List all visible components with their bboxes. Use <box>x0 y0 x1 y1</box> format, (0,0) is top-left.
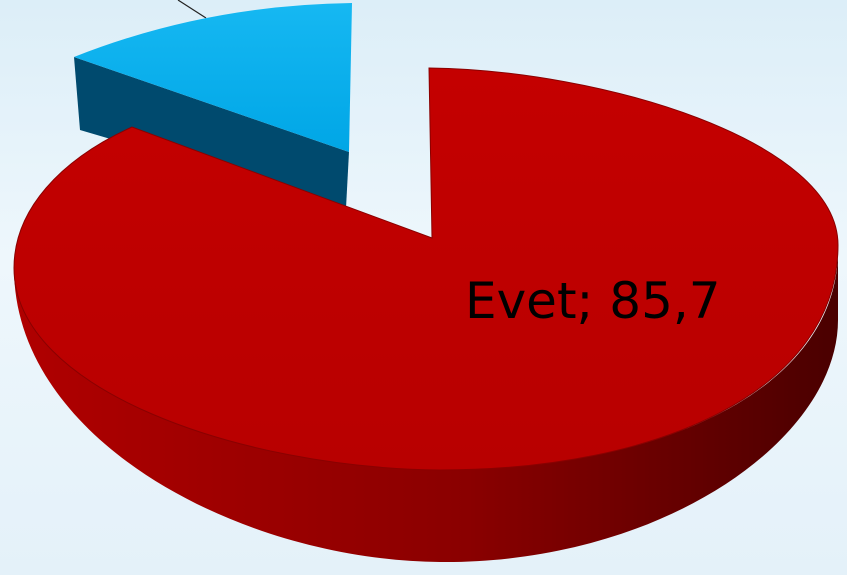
slice-leader-line <box>177 0 207 19</box>
slice-label-evet: Evet; 85,7 <box>465 272 721 330</box>
pie-slice-red-side <box>14 250 838 563</box>
pie-slice-blue-side <box>74 57 349 208</box>
pie-slice-red <box>13 67 839 471</box>
pie-slice-blue <box>74 3 352 152</box>
